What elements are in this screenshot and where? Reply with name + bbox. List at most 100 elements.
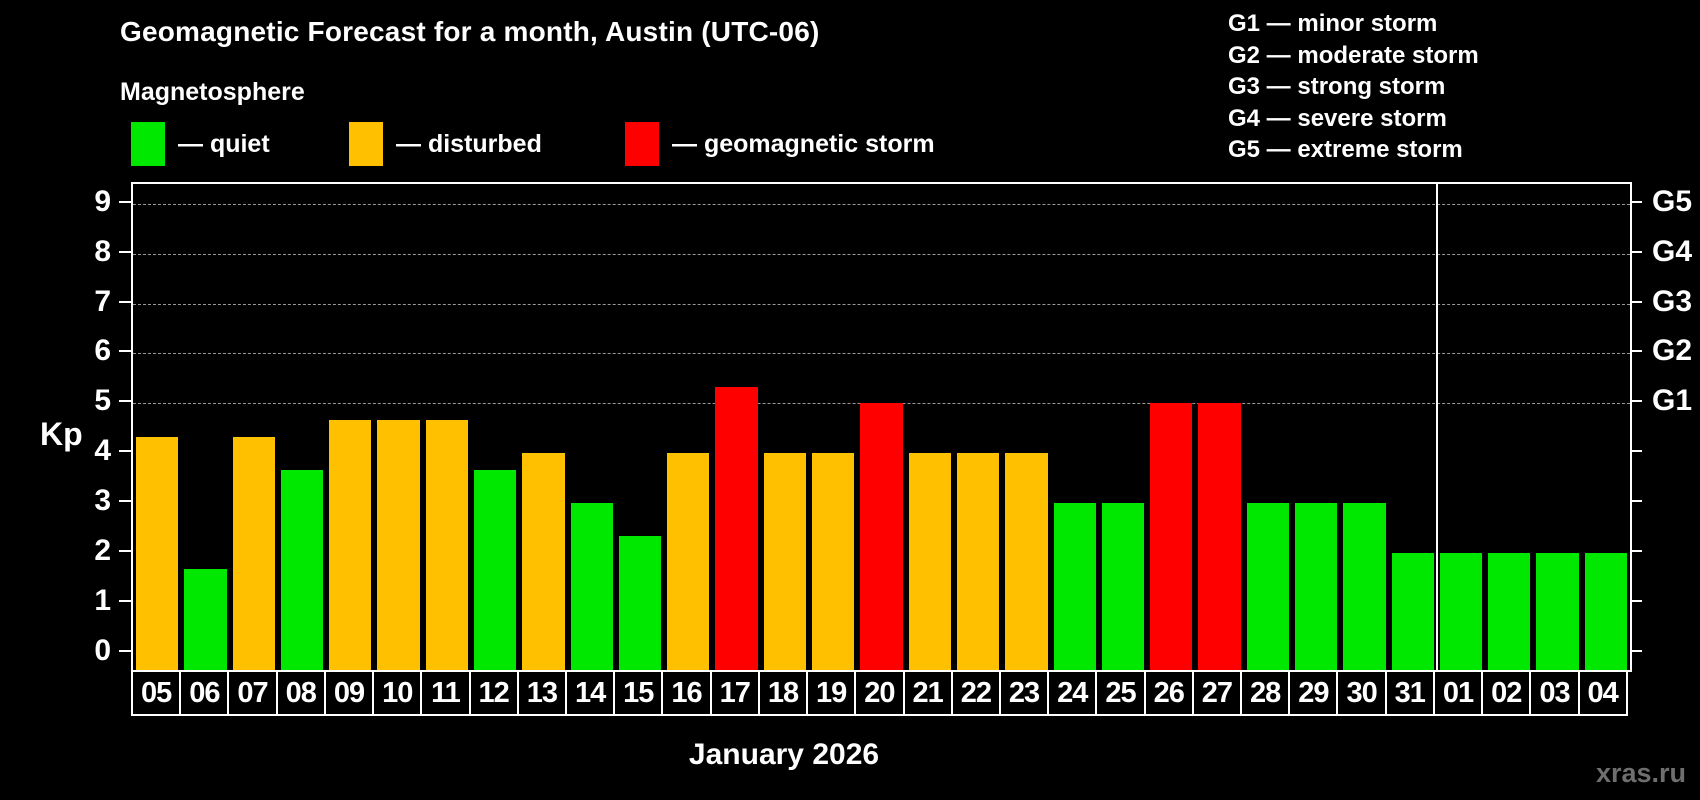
bar-day-15 bbox=[618, 536, 662, 670]
day-cell-21: 21 bbox=[904, 670, 953, 716]
left-tick-3 bbox=[119, 500, 131, 502]
left-tick-7 bbox=[119, 300, 131, 303]
chart-title: Geomagnetic Forecast for a month, Austin… bbox=[120, 16, 820, 47]
right-tick-0 bbox=[1630, 649, 1642, 652]
bar-day-28 bbox=[1246, 503, 1289, 670]
right-tick-1 bbox=[1630, 599, 1642, 602]
day-cell-02: 02 bbox=[1483, 670, 1532, 716]
watermark: xras.ru bbox=[1595, 758, 1686, 788]
right-tick-8 bbox=[1630, 250, 1642, 253]
g-legend-line-2: G2 — moderate storm bbox=[1228, 41, 1479, 69]
bar-day-08 bbox=[280, 469, 324, 670]
day-cell-19: 19 bbox=[808, 670, 857, 716]
day-cell-03: 03 bbox=[1531, 670, 1580, 716]
day-cell-12: 12 bbox=[470, 670, 519, 716]
x-axis-day-labels: 05 06 07 08 09 10 11 12 13 14 15 16 17 18 19 20 21 22 23 24… bbox=[131, 670, 1628, 716]
bar-day-19 bbox=[812, 453, 855, 670]
bar-day-02 bbox=[1488, 552, 1531, 670]
bar-day-29 bbox=[1294, 503, 1338, 670]
legend-item-storm: — geomagnetic storm bbox=[625, 121, 935, 167]
right-axis-label-G4: G4 bbox=[1652, 234, 1693, 268]
left-tick-9 bbox=[119, 200, 131, 203]
day-cell-15: 15 bbox=[615, 670, 664, 716]
left-tick-4 bbox=[119, 450, 131, 453]
right-axis-label-G2: G2 bbox=[1652, 334, 1693, 368]
bar-day-05 bbox=[136, 436, 179, 670]
right-tick-3 bbox=[1630, 500, 1642, 502]
legend-label-quiet: — quiet bbox=[178, 129, 270, 158]
bar-day-13 bbox=[522, 453, 565, 670]
day-cell-30: 30 bbox=[1338, 670, 1387, 716]
right-tick-5 bbox=[1630, 400, 1642, 403]
day-cell-29: 29 bbox=[1290, 670, 1339, 716]
left-tick-label-4: 4 bbox=[94, 434, 111, 468]
gridline-kp-6 bbox=[133, 353, 1630, 355]
day-cell-05: 05 bbox=[131, 670, 182, 716]
bar-day-04 bbox=[1584, 552, 1627, 670]
bar-day-20 bbox=[860, 403, 903, 670]
day-cell-23: 23 bbox=[1000, 670, 1050, 716]
day-cell-24: 24 bbox=[1049, 670, 1098, 716]
day-cell-26: 26 bbox=[1145, 670, 1194, 716]
bar-day-03 bbox=[1536, 552, 1579, 670]
left-tick-label-0: 0 bbox=[94, 633, 111, 667]
day-cell-14: 14 bbox=[566, 670, 616, 716]
left-tick-2 bbox=[119, 549, 131, 552]
left-tick-8 bbox=[119, 250, 131, 253]
day-cell-08: 08 bbox=[277, 670, 326, 716]
left-tick-label-3: 3 bbox=[94, 484, 111, 517]
x-axis-title: January 2026 bbox=[688, 738, 880, 771]
bar-day-07 bbox=[232, 436, 275, 670]
bar-day-10 bbox=[377, 419, 420, 670]
left-tick-1 bbox=[119, 599, 131, 602]
legend-item-quiet: — quiet bbox=[131, 121, 270, 167]
bar-day-21 bbox=[908, 453, 951, 670]
bar-day-25 bbox=[1101, 503, 1145, 670]
left-tick-5 bbox=[119, 400, 131, 403]
bar-day-16 bbox=[667, 453, 710, 670]
day-cell-11: 11 bbox=[422, 670, 471, 716]
day-cell-13: 13 bbox=[518, 670, 567, 716]
y-axis-title: Kp bbox=[40, 416, 83, 452]
day-cell-16: 16 bbox=[663, 670, 712, 716]
plot-area bbox=[131, 182, 1632, 672]
bar-day-18 bbox=[763, 453, 807, 670]
bar-day-06 bbox=[184, 569, 227, 670]
left-tick-label-7: 7 bbox=[94, 284, 111, 318]
day-cell-06: 06 bbox=[181, 670, 230, 716]
right-axis-label-G1: G1 bbox=[1652, 384, 1693, 418]
left-tick-label-2: 2 bbox=[94, 533, 111, 567]
right-axis-label-G3: G3 bbox=[1652, 284, 1693, 318]
legend-label-disturbed: — disturbed bbox=[396, 129, 542, 158]
legend-item-disturbed: — disturbed bbox=[349, 121, 542, 167]
storm-color-swatch bbox=[625, 122, 659, 166]
g-scale-legend: G1 — minor storm G2 — moderate storm G3 — … bbox=[1228, 8, 1479, 166]
bar-day-17 bbox=[715, 386, 758, 670]
left-tick-0 bbox=[119, 649, 131, 652]
g-legend-line-1: G1 — minor storm bbox=[1228, 10, 1438, 37]
right-tick-2 bbox=[1630, 549, 1642, 552]
bar-day-30 bbox=[1343, 503, 1386, 670]
bar-day-14 bbox=[570, 503, 613, 670]
bar-day-23 bbox=[1005, 453, 1048, 670]
chart-subtitle: Magnetosphere bbox=[120, 78, 305, 106]
right-tick-6 bbox=[1630, 350, 1642, 353]
g-legend-line-3: G3 — strong storm bbox=[1228, 73, 1446, 100]
g-legend-line-4: G4 — severe storm bbox=[1228, 104, 1447, 132]
bar-day-26 bbox=[1150, 403, 1193, 670]
g-legend-line-5: G5 — extreme storm bbox=[1228, 136, 1463, 163]
day-cell-31: 31 bbox=[1386, 670, 1435, 716]
disturbed-color-swatch bbox=[349, 122, 383, 166]
bar-day-01 bbox=[1439, 552, 1483, 670]
day-cell-18: 18 bbox=[759, 670, 809, 716]
day-cell-10: 10 bbox=[374, 670, 423, 716]
gridline-kp-7 bbox=[133, 303, 1630, 305]
day-cell-20: 20 bbox=[856, 670, 905, 716]
legend-label-storm: — geomagnetic storm bbox=[672, 129, 935, 158]
day-cell-28: 28 bbox=[1242, 670, 1291, 716]
left-tick-label-6: 6 bbox=[94, 334, 111, 368]
right-tick-7 bbox=[1630, 300, 1642, 303]
day-cell-22: 22 bbox=[952, 670, 1001, 716]
quiet-color-swatch bbox=[131, 122, 165, 166]
left-tick-label-5: 5 bbox=[94, 384, 111, 418]
